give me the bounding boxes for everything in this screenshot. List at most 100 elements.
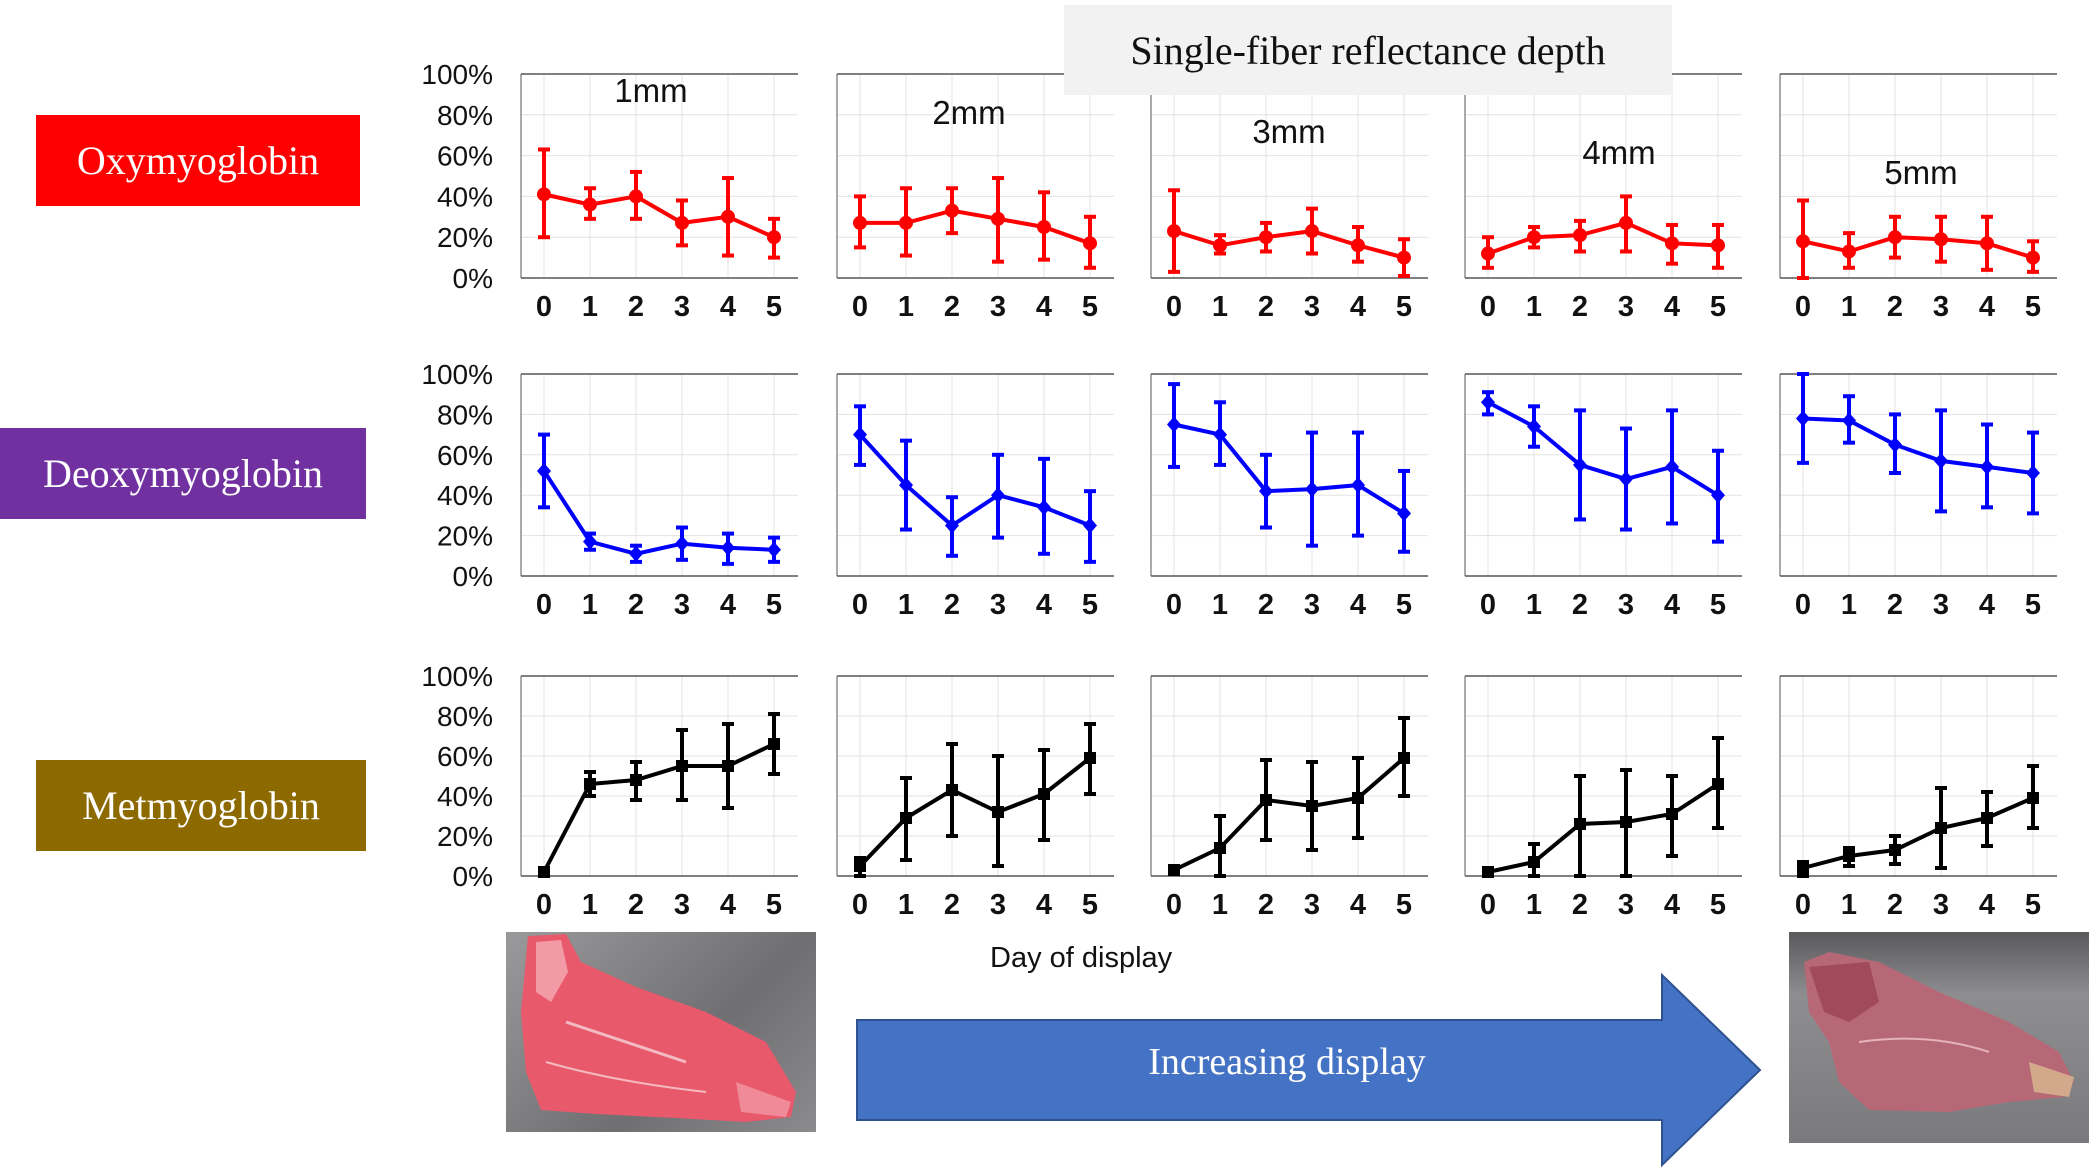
- x-tick-label: 4: [1350, 291, 1366, 323]
- x-tick-label: 2: [944, 889, 960, 921]
- data-point: [583, 197, 597, 212]
- data-point: [1797, 862, 1809, 874]
- x-tick-label: 5: [2025, 589, 2041, 621]
- x-axis-label: Day of display: [990, 942, 1173, 974]
- data-point: [1665, 236, 1679, 251]
- data-point: [1665, 458, 1679, 475]
- data-point: [2027, 792, 2039, 804]
- x-tick-label: 4: [720, 291, 736, 323]
- series-line: [1802, 235, 2034, 260]
- data-point: [1980, 458, 1994, 475]
- x-tick-label: 3: [1304, 589, 1320, 621]
- x-tick-label: 5: [1710, 889, 1726, 921]
- data-point: [721, 209, 735, 224]
- x-tick-label: 4: [1664, 889, 1680, 921]
- y-tick-label: 0%: [453, 561, 493, 592]
- data-point: [853, 426, 867, 443]
- x-tick-label: 5: [766, 889, 782, 921]
- x-tick-label: 3: [990, 291, 1006, 323]
- x-tick-label: 3: [1933, 889, 1949, 921]
- data-point: [1084, 752, 1096, 764]
- x-tick-label: 1: [1841, 889, 1857, 921]
- chart-title: 4mm: [1582, 134, 1655, 171]
- y-tick-label: 100%: [421, 59, 493, 90]
- data-point: [1842, 412, 1856, 429]
- data-point: [1573, 228, 1587, 243]
- data-point: [1397, 250, 1411, 265]
- data-point: [1711, 238, 1725, 253]
- chart-title: 2mm: [932, 94, 1005, 131]
- x-tick-label: 5: [766, 589, 782, 621]
- x-tick-label: 0: [852, 889, 868, 921]
- y-tick-label: 20%: [437, 222, 493, 253]
- x-tick-label: 3: [1933, 589, 1949, 621]
- x-tick-label: 1: [898, 589, 914, 621]
- data-point: [1889, 844, 1901, 856]
- x-tick-label: 2: [1887, 589, 1903, 621]
- x-tick-label: 2: [1258, 889, 1274, 921]
- series-line: [1487, 782, 1720, 874]
- x-tick-label: 1: [582, 291, 598, 323]
- data-point: [1213, 238, 1227, 253]
- x-tick-label: 2: [1572, 291, 1588, 323]
- data-point: [992, 806, 1004, 818]
- data-point: [1397, 505, 1411, 522]
- data-point: [1398, 752, 1410, 764]
- x-tick-label: 0: [852, 291, 868, 323]
- data-point: [1796, 234, 1810, 249]
- x-tick-label: 3: [1618, 889, 1634, 921]
- x-tick-label: 5: [1710, 291, 1726, 323]
- data-point: [1352, 792, 1364, 804]
- y-tick-label: 0%: [453, 861, 493, 892]
- series-line: [543, 192, 775, 240]
- chart-title: 3mm: [1252, 113, 1325, 150]
- x-tick-label: 3: [1618, 291, 1634, 323]
- fresh-steak-photo: [506, 932, 816, 1132]
- data-point: [1167, 224, 1181, 239]
- x-tick-label: 2: [628, 889, 644, 921]
- series-line: [542, 469, 775, 556]
- data-point: [1351, 477, 1365, 494]
- data-point: [538, 866, 550, 878]
- data-point: [1574, 818, 1586, 830]
- arrow-shape: [856, 972, 1762, 1168]
- data-point: [1213, 426, 1227, 443]
- data-point: [630, 774, 642, 786]
- y-tick-label: 40%: [437, 781, 493, 812]
- data-point: [767, 230, 781, 245]
- series-line: [1173, 756, 1406, 872]
- data-point: [1888, 436, 1902, 453]
- data-point: [899, 477, 913, 494]
- x-tick-label: 3: [990, 889, 1006, 921]
- x-tick-label: 1: [1526, 889, 1542, 921]
- data-point: [991, 211, 1005, 226]
- x-tick-label: 5: [1396, 589, 1412, 621]
- x-tick-label: 4: [720, 589, 736, 621]
- y-tick-label: 20%: [437, 821, 493, 852]
- x-tick-label: 0: [536, 589, 552, 621]
- steak-image: [521, 934, 796, 1122]
- y-tick-label: 60%: [437, 741, 493, 772]
- data-point: [991, 487, 1005, 504]
- x-tick-label: 0: [1166, 889, 1182, 921]
- data-point: [1083, 517, 1097, 534]
- series-line: [1173, 229, 1405, 260]
- x-tick-label: 1: [898, 889, 914, 921]
- data-point: [1842, 244, 1856, 259]
- y-tick-label: 20%: [437, 521, 493, 552]
- x-tick-label: 2: [1572, 589, 1588, 621]
- data-point: [1934, 452, 1948, 469]
- x-tick-label: 0: [536, 889, 552, 921]
- x-tick-label: 5: [1396, 889, 1412, 921]
- x-tick-label: 3: [674, 291, 690, 323]
- data-point: [945, 517, 959, 534]
- x-tick-label: 2: [628, 589, 644, 621]
- x-tick-label: 5: [1082, 291, 1098, 323]
- x-tick-label: 2: [1572, 889, 1588, 921]
- x-tick-label: 2: [1887, 889, 1903, 921]
- aged-steak-photo: [1789, 932, 2089, 1143]
- series-line: [860, 208, 1091, 246]
- x-tick-label: 4: [1036, 589, 1052, 621]
- x-tick-label: 2: [628, 291, 644, 323]
